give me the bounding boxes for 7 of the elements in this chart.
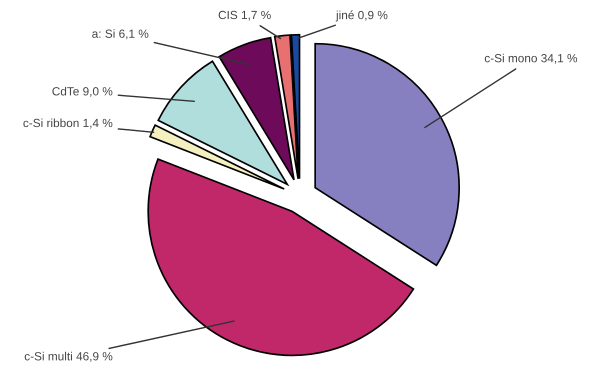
slice-label: c-Si multi 46,9 % <box>24 352 112 362</box>
slice-label: c-Si ribbon 1,4 % <box>23 118 112 129</box>
slice-label: a: Si 6,1 % <box>92 29 148 40</box>
slice-label: CdTe 9,0 % <box>52 86 112 97</box>
slice-label: CIS 1,7 % <box>218 10 271 21</box>
slice-label: jiné 0,9 % <box>336 10 388 22</box>
slice-label: c-Si mono 34,1 % <box>484 54 578 64</box>
